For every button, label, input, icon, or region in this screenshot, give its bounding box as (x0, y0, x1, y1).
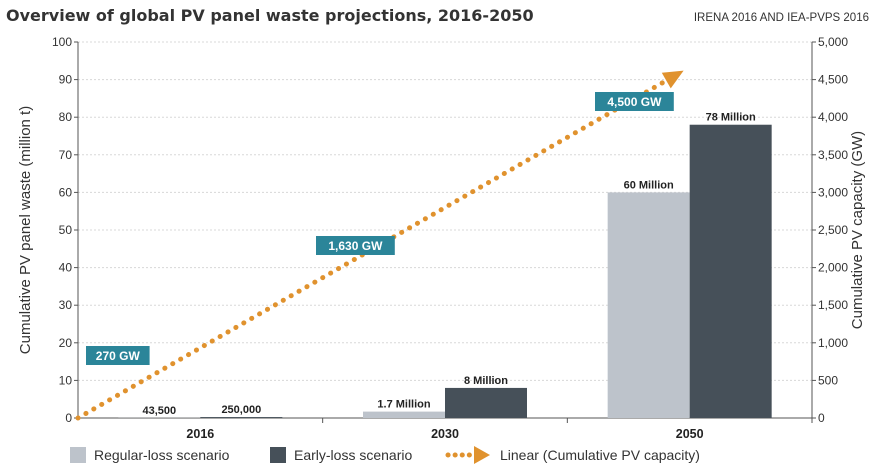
y2-tick-label: 1,500 (818, 298, 848, 312)
x-tick-label: 2016 (186, 427, 214, 441)
y-tick-label: 10 (59, 373, 73, 387)
y-tick-label: 50 (59, 223, 73, 237)
y-tick-label: 60 (59, 185, 73, 199)
bar-data-label: 60 Million (624, 179, 674, 191)
y-tick-label: 70 (59, 148, 73, 162)
bar-early-loss-scenario2050 (689, 124, 772, 418)
y2-tick-label: 1,000 (818, 336, 848, 350)
y2-tick-label: 3,500 (818, 148, 848, 162)
y-tick-label: 80 (59, 110, 73, 124)
y2-axis-title: Cumulative PV capacity (GW) (849, 131, 866, 329)
bar-data-label: 250,000 (221, 404, 261, 416)
y2-tick-label: 3,000 (818, 185, 848, 199)
source-note: IRENA 2016 AND IEA-PVPS 2016 (693, 12, 869, 24)
y-tick-label: 20 (59, 336, 73, 350)
callout-label: 4,500 GW (607, 95, 662, 109)
bar-regular-loss-scenario2030 (363, 411, 445, 418)
y2-tick-label: 5,000 (818, 35, 848, 49)
bar-data-label: 78 Million (706, 112, 756, 124)
callout-box (316, 236, 395, 255)
y2-tick-label: 500 (818, 373, 838, 387)
callout-box (86, 346, 150, 365)
x-tick-label: 2050 (676, 427, 704, 441)
bar-data-label: 8 Million (464, 375, 508, 387)
legend-label-trend: Linear (Cumulative PV capacity) (500, 447, 700, 463)
bar-data-label: 1.7 Million (377, 399, 430, 411)
legend-swatch-early (270, 447, 286, 463)
legend-label-early: Early-loss scenario (294, 447, 412, 463)
legend-arrow-trend (474, 446, 490, 464)
y2-tick-label: 0 (818, 411, 825, 425)
callout-label: 270 GW (96, 349, 141, 363)
bar-regular-loss-scenario2050 (607, 192, 690, 418)
legend-swatch-regular (70, 447, 86, 463)
bar-data-label: 43,500 (143, 405, 177, 417)
y-tick-label: 30 (59, 298, 73, 312)
trend-line (75, 77, 671, 421)
trend-arrowhead (661, 70, 684, 89)
legend-label-regular: Regular-loss scenario (94, 447, 230, 463)
y-tick-label: 0 (65, 411, 72, 425)
x-tick-label: 2030 (431, 427, 459, 441)
y2-tick-label: 2,500 (818, 223, 848, 237)
chart-title: Overview of global PV panel waste projec… (6, 6, 534, 25)
callout-label: 1,630 GW (328, 239, 383, 253)
y-tick-label: 100 (52, 35, 72, 49)
callout-box (595, 92, 674, 111)
y-tick-label: 90 (59, 73, 73, 87)
y2-tick-label: 4,500 (818, 73, 848, 87)
bar-early-loss-scenario2030 (445, 387, 527, 418)
y2-tick-label: 2,000 (818, 261, 848, 275)
y-tick-label: 40 (59, 261, 73, 275)
y2-tick-label: 4,000 (818, 110, 848, 124)
y-axis-title: Cumulative PV panel waste (million t) (17, 106, 34, 354)
bar-early-loss-scenario2016 (200, 417, 283, 418)
